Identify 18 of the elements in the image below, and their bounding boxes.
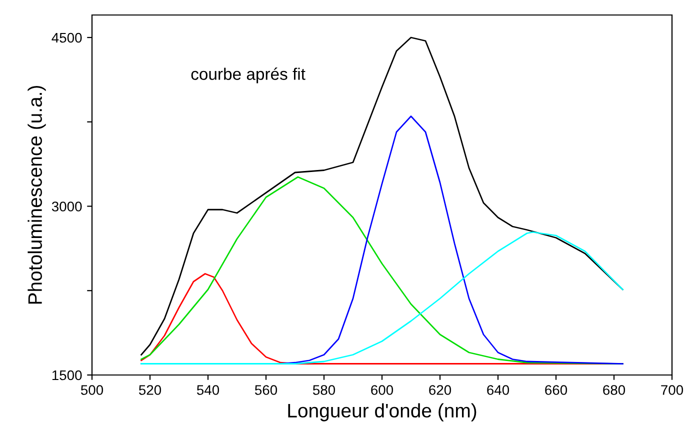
y-tick-label: 1500 — [52, 370, 82, 380]
x-tick-label: 620 — [429, 385, 452, 395]
x-tick-label: 600 — [371, 385, 394, 395]
line-series — [140, 231, 624, 364]
y-axis-title: Photoluminescence (u.a.) — [28, 86, 46, 304]
x-axis-title: Longueur d'onde (nm) — [288, 403, 476, 422]
y-tick-label: 4500 — [52, 32, 82, 43]
x-tick-label: 680 — [603, 385, 626, 395]
x-tick-label: 540 — [196, 385, 220, 395]
x-tick-label: 560 — [254, 385, 278, 395]
x-tick-label: 660 — [545, 385, 568, 395]
x-tick-label: 640 — [487, 385, 510, 395]
x-tick-label: 580 — [312, 385, 336, 395]
x-tick-label: 500 — [80, 385, 104, 395]
y-tick-label: 3000 — [52, 202, 82, 212]
x-tick-label: 520 — [138, 385, 162, 395]
x-tick-label: 700 — [661, 385, 684, 395]
annotation: courbe aprés fit — [191, 68, 306, 84]
